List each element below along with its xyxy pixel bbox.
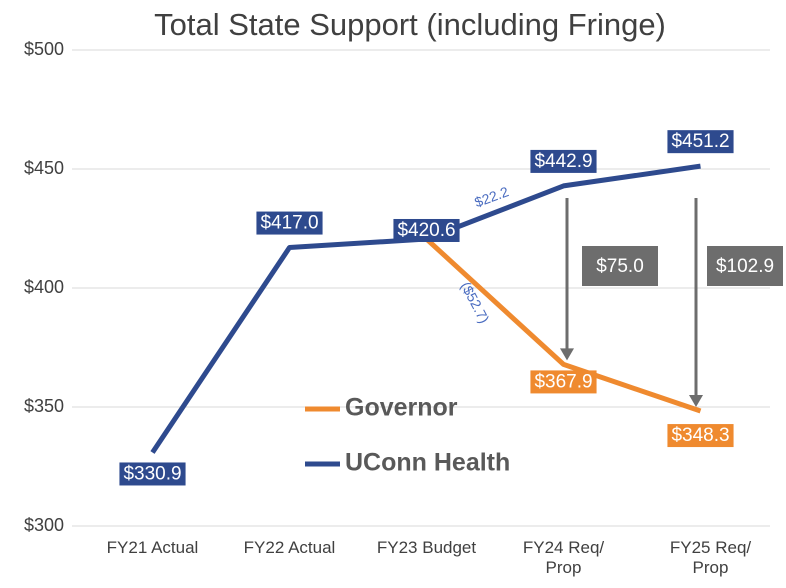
value-label: $330.9 [123, 463, 181, 484]
y-tick-label: $500 [24, 39, 64, 59]
value-label: $348.3 [671, 425, 729, 446]
legend-label: UConn Health [345, 449, 510, 477]
y-tick-label: $300 [24, 515, 64, 535]
value-label-box [667, 424, 734, 448]
x-tick-label: FY21 Actual [106, 538, 199, 557]
legend-label: Governor [345, 394, 458, 422]
value-label-box [119, 462, 186, 486]
annotation-box [582, 246, 658, 286]
series-line [424, 237, 702, 414]
chart-title: Total State Support (including Fringe) [154, 7, 666, 42]
annotation: ($52.7) [458, 279, 493, 326]
value-label-box [667, 130, 734, 154]
value-label-box [530, 370, 597, 394]
x-tick-label: FY23 Budget [376, 538, 477, 557]
annotation: $75.0 [596, 256, 644, 277]
y-tick-label: $400 [24, 277, 64, 297]
value-label-box [393, 218, 460, 242]
x-tick-label: FY24 Req/ Prop [522, 538, 605, 577]
value-label: $417.0 [260, 213, 318, 234]
annotation: $102.9 [716, 256, 774, 277]
annotation-box [707, 246, 783, 286]
value-label: $367.9 [534, 371, 592, 392]
value-label-box [256, 211, 323, 235]
arrow-head [560, 348, 574, 361]
value-label: $442.9 [534, 151, 592, 172]
value-label-box [530, 149, 597, 173]
x-tick-label: FY22 Actual [243, 538, 336, 557]
value-label: $451.2 [671, 131, 729, 152]
y-tick-label: $450 [24, 158, 64, 178]
y-tick-label: $350 [24, 396, 64, 416]
arrow-head [689, 395, 703, 408]
x-tick-label: FY25 Req/ Prop [669, 538, 752, 577]
value-label: $420.6 [397, 220, 455, 241]
